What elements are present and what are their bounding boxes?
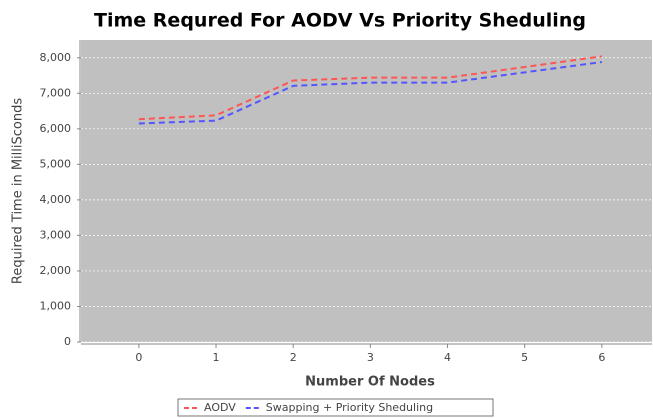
legend-label: AODV	[204, 401, 236, 414]
x-tick-label: 1	[213, 351, 220, 364]
y-tick-label: 7,000	[40, 86, 72, 99]
x-tick-label: 5	[521, 351, 528, 364]
x-axis-title: Number Of Nodes	[305, 375, 435, 390]
x-tick-label: 3	[367, 351, 374, 364]
y-tick-label: 4,000	[40, 193, 72, 206]
y-tick-label: 1,000	[40, 299, 72, 312]
y-tick-label: 0	[64, 335, 71, 348]
x-tick-label: 6	[598, 351, 605, 364]
legend-label: Swapping + Priority Sheduling	[266, 401, 433, 414]
y-axis-title: Required Time in MilliSconds	[11, 98, 26, 284]
y-tick-label: 2,000	[40, 264, 72, 277]
x-tick-label: 4	[444, 351, 451, 364]
y-tick-label: 3,000	[40, 228, 72, 241]
plot-area	[81, 40, 652, 342]
y-tick-label: 8,000	[40, 51, 72, 64]
series-line	[138, 55, 602, 121]
x-tick-label: 2	[290, 351, 297, 364]
y-tick-label: 6,000	[40, 122, 72, 135]
chart-title: Time Requred For AODV Vs Priority Shedul…	[94, 10, 586, 32]
series-line	[138, 61, 602, 125]
x-tick-label: 0	[135, 351, 142, 364]
y-tick-label: 5,000	[40, 157, 72, 170]
legend-box	[177, 398, 494, 417]
